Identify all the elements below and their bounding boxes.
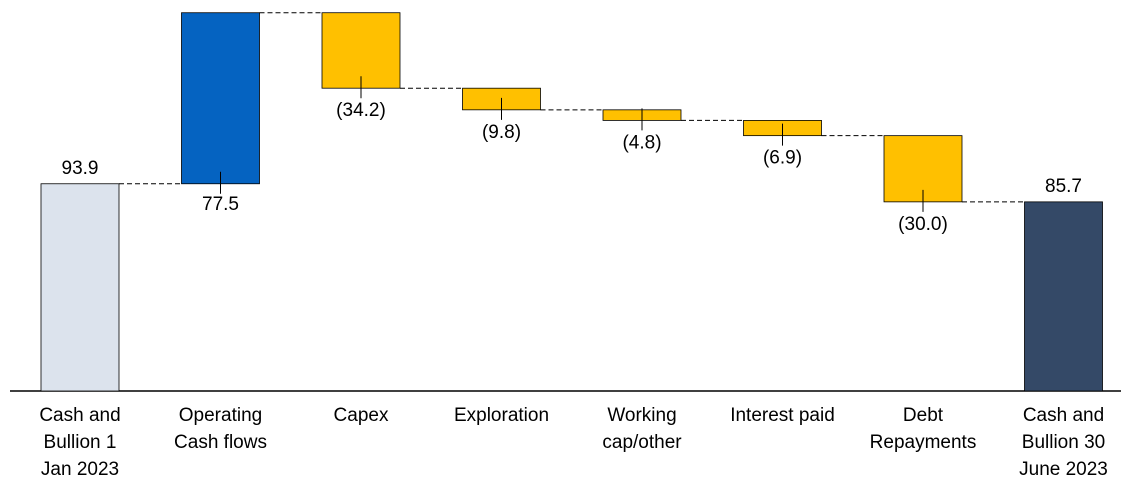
bar-1 (181, 12, 260, 185)
category-label: Cash and Bullion 30 June 2023 (1019, 405, 1108, 480)
category-label: Cash and Bullion 1 Jan 2023 (39, 405, 120, 480)
category-label-line: cap/other (602, 432, 682, 453)
category-label: Capex (334, 405, 389, 426)
value-label: 93.9 (62, 158, 99, 179)
category-label-line: Operating (179, 405, 262, 426)
value-label: (4.8) (622, 132, 661, 153)
category-label-line: Repayments (870, 432, 977, 453)
value-label: (9.8) (482, 122, 521, 143)
category-label-line: June 2023 (1019, 459, 1108, 480)
category-label: Debt Repayments (870, 405, 977, 453)
value-label: 85.7 (1045, 176, 1082, 197)
category-label-line: Working (607, 405, 676, 426)
value-label: 77.5 (202, 194, 239, 215)
value-label: (34.2) (336, 100, 386, 121)
category-label-line: Cash and (1023, 405, 1104, 426)
bar-7 (1024, 201, 1103, 392)
category-label-line: Exploration (454, 405, 549, 426)
category-label-line: Capex (334, 405, 389, 426)
bar-0 (40, 183, 120, 392)
category-label-line: Bullion 1 (44, 432, 117, 453)
category-label-line: Debt (903, 405, 944, 426)
category-label-line: Interest paid (730, 405, 835, 426)
category-label: Operating Cash flows (174, 405, 267, 453)
value-label: (6.9) (763, 148, 802, 169)
category-label-line: Cash flows (174, 432, 267, 453)
category-label-line: Jan 2023 (41, 459, 119, 480)
category-label: Exploration (454, 405, 549, 426)
value-label: (30.0) (898, 214, 948, 235)
category-label-line: Cash and (39, 405, 120, 426)
category-label: Working cap/other (602, 405, 682, 453)
category-label: Interest paid (730, 405, 835, 426)
category-label-line: Bullion 30 (1022, 432, 1105, 453)
bar-2 (321, 12, 401, 89)
